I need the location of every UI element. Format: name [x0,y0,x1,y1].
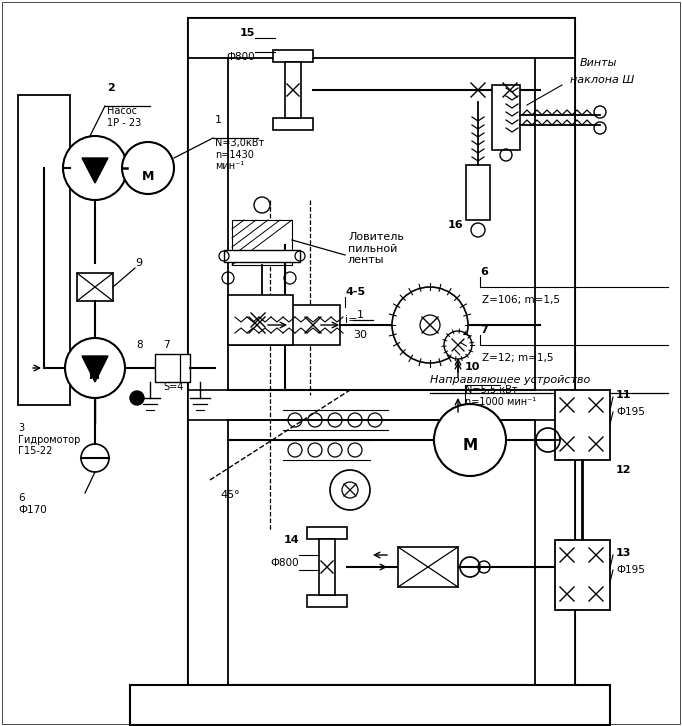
Circle shape [122,142,174,194]
Bar [188,18,228,685]
Text: 11: 11 [616,390,632,400]
Text: 13: 13 [616,548,632,558]
Bar [535,18,575,685]
Bar [555,390,610,460]
Circle shape [65,338,125,398]
Text: Ф800: Ф800 [270,558,299,568]
Circle shape [444,331,472,359]
Text: S=4: S=4 [163,382,183,392]
Text: Насос
1Р - 23: Насос 1Р - 23 [107,106,141,128]
Circle shape [130,391,144,405]
Bar [155,354,190,382]
Bar [307,595,347,607]
Text: N=3,0кВт
n=1430
мин⁻¹: N=3,0кВт n=1430 мин⁻¹ [215,138,264,171]
Text: Z=106; m=1,5: Z=106; m=1,5 [482,295,560,305]
Text: 9: 9 [135,258,142,268]
Bar [188,390,575,420]
Text: 16: 16 [447,220,463,230]
Text: Z=12; m=1,5: Z=12; m=1,5 [482,353,554,363]
Text: Ловитель
пильной
ленты: Ловитель пильной ленты [348,232,404,265]
Bar [188,18,575,58]
Text: 1: 1 [357,310,364,320]
Text: i=: i= [345,315,357,325]
Text: 15: 15 [239,28,255,38]
Text: Ф800: Ф800 [226,52,255,62]
Text: М: М [142,169,154,182]
Bar [130,685,610,725]
Bar [398,547,458,587]
Text: Ф195: Ф195 [616,565,645,575]
Circle shape [434,404,506,476]
Text: М: М [462,438,477,452]
Bar [273,50,313,62]
Text: Винты: Винты [580,58,617,68]
Text: М: М [89,371,100,381]
Bar [77,273,113,301]
Text: 12: 12 [616,465,632,475]
Bar [230,305,340,345]
Circle shape [63,136,127,200]
Bar [285,62,301,118]
Text: 2: 2 [107,83,115,93]
Text: 30: 30 [353,330,367,340]
Text: 8: 8 [136,340,143,350]
Bar [319,539,335,595]
Text: Ф195: Ф195 [616,407,645,417]
Bar [307,527,347,539]
Text: 10: 10 [465,362,480,372]
Text: N=5,5 кВт
n=1000 мин⁻¹: N=5,5 кВт n=1000 мин⁻¹ [465,385,536,407]
Polygon shape [82,158,108,183]
Bar [273,118,313,130]
Text: 7: 7 [163,340,170,350]
Bar [224,250,300,262]
Text: 45°: 45° [220,490,239,500]
Text: 6
Ф170: 6 Ф170 [18,493,47,515]
Text: наклона Ш: наклона Ш [570,75,634,85]
Bar [466,165,490,220]
Bar [555,540,610,610]
Bar [492,85,520,150]
Text: 6: 6 [480,267,488,277]
Text: 3
Гидромотор
Г15-22: 3 Гидромотор Г15-22 [18,423,80,456]
Bar [18,95,70,405]
Text: 1: 1 [215,115,222,125]
Bar [188,18,575,685]
Text: 7: 7 [480,325,488,335]
Polygon shape [82,356,108,382]
Text: Направляющее устройство: Направляющее устройство [430,375,590,385]
Text: 14: 14 [284,535,299,545]
Text: 4-5: 4-5 [345,287,365,297]
Bar [232,220,292,265]
Circle shape [392,287,468,363]
Bar [228,295,293,345]
